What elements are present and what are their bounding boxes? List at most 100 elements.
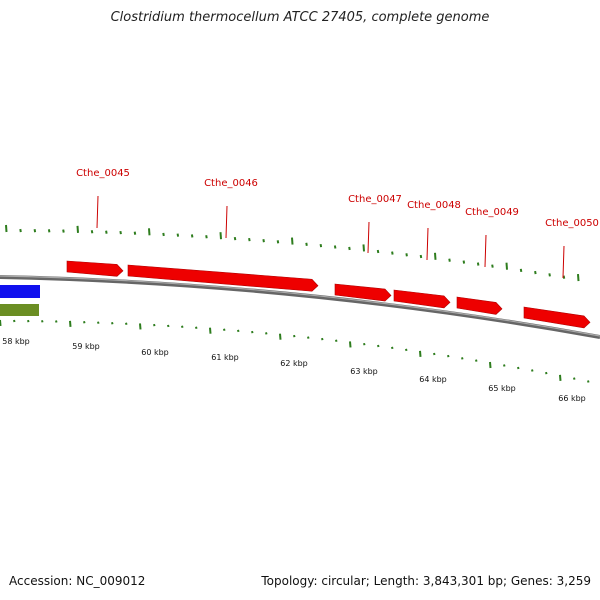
outer-tick bbox=[190, 234, 194, 238]
outer-tick bbox=[47, 229, 51, 233]
outer-tick bbox=[305, 242, 308, 246]
gene-label[interactable]: Cthe_0050 bbox=[545, 218, 599, 229]
inner-tick bbox=[27, 319, 30, 323]
inner-tick bbox=[377, 344, 380, 348]
outer-tick bbox=[219, 232, 222, 240]
kbp-tick-label: 64 kbp bbox=[419, 375, 447, 384]
gene-label[interactable]: Cthe_0049 bbox=[465, 207, 519, 218]
inner-tick bbox=[321, 337, 324, 341]
outer-tick bbox=[519, 268, 523, 273]
kbp-tick-label: 66 kbp bbox=[558, 394, 586, 403]
inner-tick bbox=[13, 319, 16, 323]
outer-tick bbox=[577, 274, 580, 282]
inner-tick bbox=[307, 336, 310, 339]
gene-label-leader bbox=[562, 245, 565, 279]
outer-tick bbox=[162, 232, 165, 237]
kbp-tick-label: 61 kbp bbox=[211, 353, 239, 362]
outer-tick bbox=[491, 264, 494, 268]
inner-tick bbox=[125, 322, 128, 326]
inner-tick bbox=[265, 332, 268, 335]
gene-label-leader bbox=[96, 195, 99, 229]
accession-label: Accession: NC_009012 bbox=[9, 574, 146, 588]
inner-tick bbox=[419, 350, 422, 357]
outer-tick bbox=[133, 231, 137, 235]
gene-track: Cthe_0045 Cthe_0046 Cthe_0047 Cthe_0048 Cthe… bbox=[66, 168, 599, 329]
outer-tick bbox=[405, 253, 408, 257]
inner-tick bbox=[41, 320, 44, 323]
inner-tick bbox=[559, 374, 562, 381]
outer-tick bbox=[33, 229, 37, 233]
inner-tick bbox=[251, 330, 254, 334]
gene-arrow-cthe_0050[interactable] bbox=[523, 306, 591, 329]
genome-backbone-highlight bbox=[0, 275, 600, 337]
inner-tick bbox=[293, 334, 296, 338]
outer-tick bbox=[419, 254, 423, 259]
inner-tick-track bbox=[0, 319, 590, 383]
inner-tick bbox=[531, 369, 534, 372]
outer-tick bbox=[448, 258, 451, 262]
outer-tick bbox=[319, 243, 323, 248]
outer-tick bbox=[562, 275, 566, 279]
inner-tick bbox=[573, 377, 576, 380]
inner-tick bbox=[181, 325, 184, 329]
outer-tick bbox=[276, 240, 280, 244]
feature-track-olive[interactable] bbox=[0, 304, 39, 316]
genome-backbone bbox=[0, 275, 600, 339]
inner-tick bbox=[349, 341, 352, 348]
outer-tick bbox=[505, 262, 508, 270]
inner-tick bbox=[97, 321, 100, 324]
outer-tick bbox=[376, 249, 380, 254]
inner-tick bbox=[475, 359, 478, 362]
outer-tick bbox=[233, 236, 237, 241]
gene-label[interactable]: Cthe_0046 bbox=[204, 178, 258, 189]
inner-tick bbox=[335, 339, 338, 342]
inner-tick bbox=[279, 333, 282, 340]
outer-tick bbox=[62, 229, 65, 233]
inner-tick bbox=[503, 364, 506, 367]
gene-arrow-cthe_0045[interactable] bbox=[66, 260, 124, 277]
outer-tick bbox=[205, 235, 208, 239]
outer-tick bbox=[19, 228, 22, 233]
inner-tick bbox=[55, 320, 58, 323]
gene-label-leader bbox=[367, 221, 370, 254]
inner-tick bbox=[153, 323, 156, 327]
inner-tick bbox=[489, 361, 492, 369]
outer-tick bbox=[148, 228, 151, 236]
gene-arrow-cthe_0049[interactable] bbox=[456, 296, 503, 315]
gene-label[interactable]: Cthe_0048 bbox=[407, 200, 461, 211]
gene-arrow-cthe_0046[interactable] bbox=[127, 264, 319, 292]
inner-tick bbox=[587, 380, 590, 383]
gene-label[interactable]: Cthe_0047 bbox=[348, 194, 402, 205]
inner-tick bbox=[405, 348, 408, 352]
gene-arrow-cthe_0048[interactable] bbox=[393, 289, 451, 309]
outer-tick bbox=[333, 245, 337, 249]
topology-summary: Topology: circular; Length: 3,843,301 bp… bbox=[261, 574, 591, 588]
outer-tick bbox=[534, 270, 537, 275]
outer-tick bbox=[248, 237, 251, 242]
kbp-tick-label: 63 kbp bbox=[350, 367, 378, 376]
inner-tick bbox=[447, 354, 450, 358]
kbp-tick-label: 62 kbp bbox=[280, 359, 308, 368]
outer-tick bbox=[105, 230, 108, 234]
inner-tick bbox=[461, 357, 464, 360]
inner-tick bbox=[195, 326, 198, 329]
outer-tick bbox=[548, 273, 551, 277]
outer-tick bbox=[434, 252, 437, 260]
gene-label[interactable]: Cthe_0045 bbox=[76, 168, 130, 179]
inner-tick bbox=[391, 346, 394, 350]
inner-tick bbox=[545, 371, 548, 375]
kbp-tick-label: 58 kbp bbox=[2, 337, 30, 346]
inner-tick bbox=[517, 366, 520, 370]
outer-tick bbox=[119, 230, 122, 235]
inner-tick bbox=[363, 342, 366, 346]
inner-tick bbox=[433, 352, 436, 356]
kbp-scale: 58 kbp 59 kbp 60 kbp 61 kbp 62 kbp 63 kbp 64 k… bbox=[2, 337, 586, 403]
outer-tick bbox=[476, 262, 480, 266]
outer-tick bbox=[176, 233, 180, 237]
outer-tick bbox=[262, 239, 265, 243]
kbp-tick-label: 60 kbp bbox=[141, 348, 169, 357]
inner-tick bbox=[223, 328, 226, 332]
gene-arrow-cthe_0047[interactable] bbox=[334, 283, 392, 302]
feature-track-blue[interactable] bbox=[0, 285, 40, 298]
